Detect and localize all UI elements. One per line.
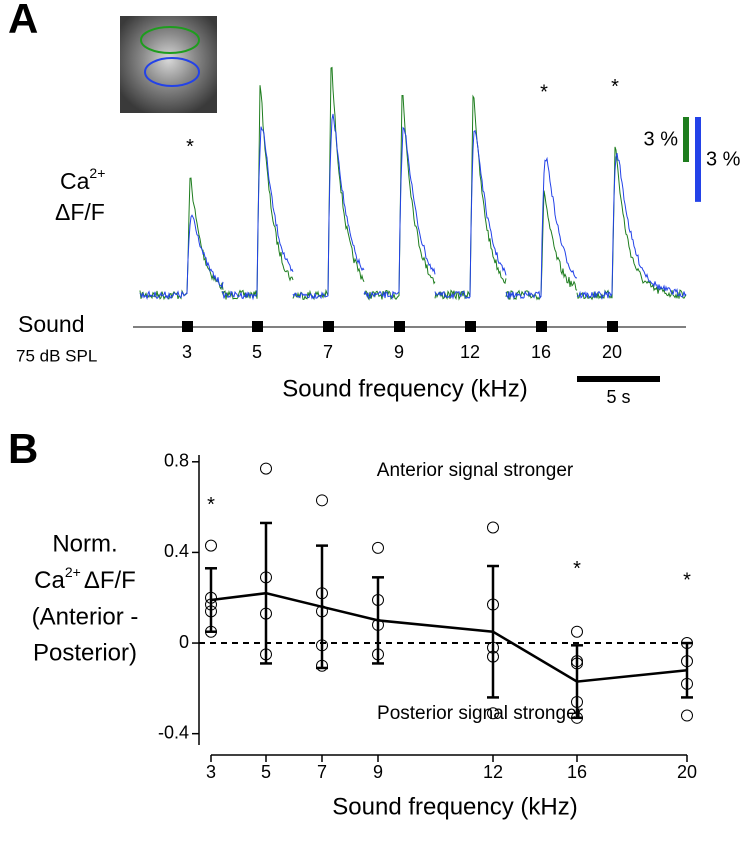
inset-image — [120, 16, 217, 113]
x-label: Sound frequency (kHz) — [332, 793, 577, 820]
y-tick-label: 0 — [179, 632, 189, 652]
data-point — [571, 625, 583, 638]
significance-marker: * — [207, 494, 215, 516]
significance-marker: * — [540, 81, 548, 103]
x-tick-label: 9 — [394, 342, 404, 362]
y-label: Norm. — [52, 530, 117, 557]
y-label: ΔF/F — [55, 199, 105, 225]
significance-marker: * — [573, 558, 581, 580]
y-label-part: ΔF/F — [84, 567, 136, 594]
stimulus — [323, 321, 334, 332]
x-tick-label: 16 — [531, 342, 551, 362]
y-tick-label: 0.8 — [164, 451, 189, 471]
trace — [505, 156, 578, 300]
significance-marker: * — [186, 136, 194, 158]
x-tick-label: 5 — [261, 762, 271, 782]
trace — [139, 177, 224, 301]
x-tick-label: 12 — [460, 342, 480, 362]
x-tick-label: 16 — [567, 762, 587, 782]
scale-bar-label: 3 % — [706, 148, 741, 170]
x-tick-label: 7 — [323, 342, 333, 362]
trace — [576, 146, 687, 301]
x-tick-label: 7 — [317, 762, 327, 782]
y-label-part: Ca — [34, 567, 65, 594]
annotation: Posterior signal stronger — [377, 703, 584, 724]
annotation: Anterior signal stronger — [377, 460, 574, 481]
x-tick-label: 20 — [677, 762, 697, 782]
data-point — [487, 521, 499, 534]
x-tick-label: 20 — [602, 342, 622, 362]
y-label-sup: 2+ — [89, 165, 105, 181]
x-tick-label: 3 — [206, 762, 216, 782]
stimulus — [182, 321, 193, 332]
stimulus — [465, 321, 476, 332]
trace — [434, 130, 507, 300]
trace — [292, 113, 365, 300]
y-tick-label: 0.4 — [164, 541, 189, 561]
y-label: (Anterior - — [32, 603, 139, 630]
significance-marker: * — [611, 76, 619, 98]
panel-label: A — [8, 0, 38, 42]
y-label: Posterior) — [33, 639, 137, 666]
stimulus — [607, 321, 618, 332]
data-point — [487, 707, 499, 720]
roi-posterior — [144, 57, 200, 87]
trace — [363, 126, 436, 300]
trace — [139, 214, 224, 300]
y-label-part: Ca — [60, 168, 90, 194]
y-label: Ca2+ ΔF/F — [34, 564, 136, 595]
x-tick-label: 12 — [483, 762, 503, 782]
data-point — [681, 709, 693, 722]
stimulus — [536, 321, 547, 332]
data-point — [260, 462, 272, 475]
roi-anterior — [140, 26, 200, 54]
stimulus-label: Sound — [18, 311, 85, 337]
y-label-sup: 2+ — [65, 564, 81, 580]
x-label: Sound frequency (kHz) — [282, 375, 527, 402]
stimulus-level: 75 dB SPL — [16, 346, 97, 365]
time-bar-label: 5 s — [606, 387, 630, 407]
scale-bar-label: 3 % — [644, 128, 679, 150]
trace — [221, 126, 294, 301]
significance-marker: * — [683, 569, 691, 591]
data-point — [372, 541, 384, 554]
y-label: Ca2+ — [60, 165, 105, 194]
panel-label: B — [8, 425, 38, 472]
data-point — [205, 539, 217, 552]
x-tick-label: 3 — [182, 342, 192, 362]
trace — [576, 152, 687, 301]
x-tick-label: 5 — [252, 342, 262, 362]
stimulus — [394, 321, 405, 332]
x-tick-label: 9 — [373, 762, 383, 782]
mean-line — [210, 591, 688, 683]
stimulus — [252, 321, 263, 332]
data-point — [316, 494, 328, 507]
y-tick-label: -0.4 — [158, 722, 189, 742]
